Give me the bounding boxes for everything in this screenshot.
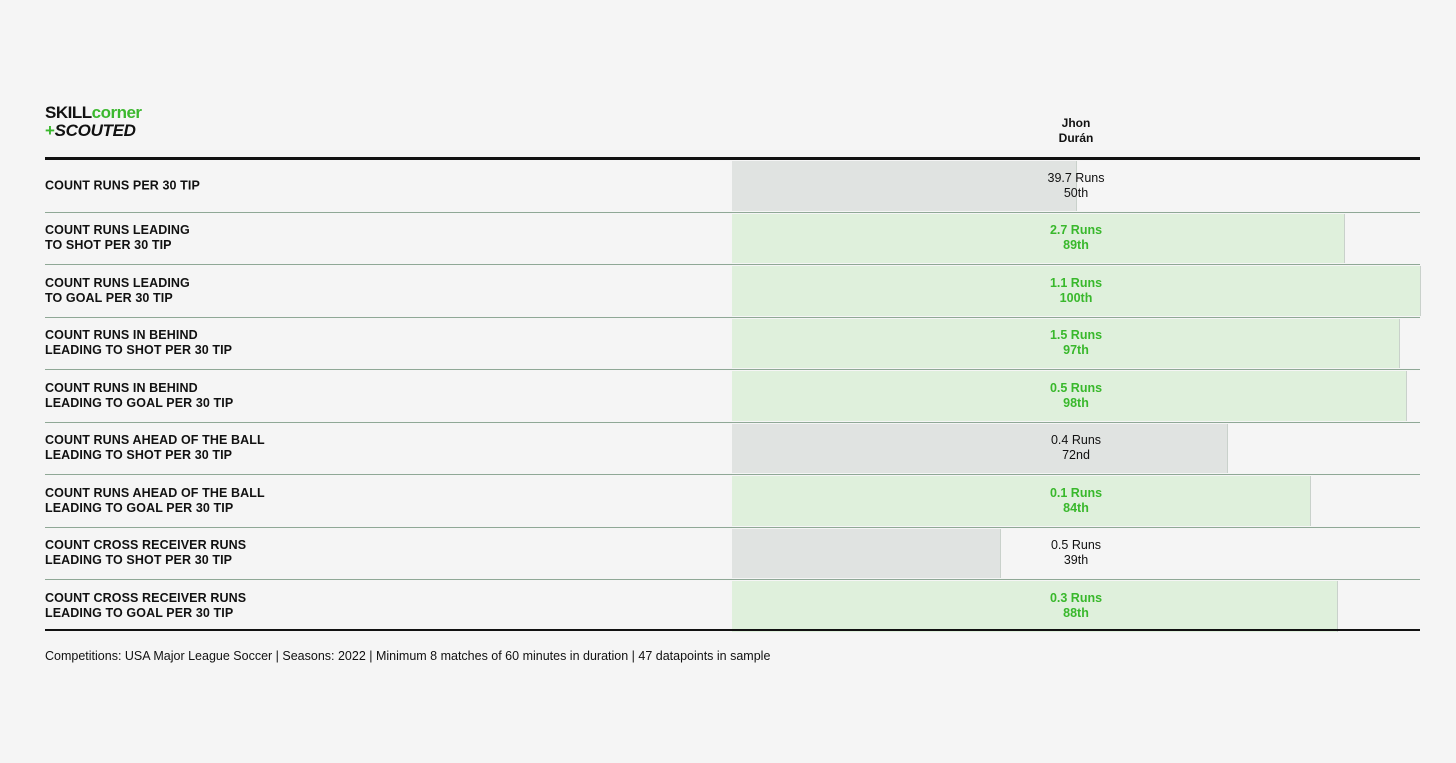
percentile-label: 89th	[1063, 238, 1089, 253]
value-label: 0.5 Runs	[1050, 538, 1102, 553]
logo-text-corner: corner	[91, 103, 142, 122]
table-row: COUNT CROSS RECEIVER RUNS LEADING TO SHO…	[45, 528, 1420, 580]
percentile-bar	[732, 213, 1346, 263]
value-label: 0.3 Runs	[1049, 591, 1103, 606]
percentile-label: 100th	[1059, 290, 1093, 305]
table-row: COUNT RUNS AHEAD OF THE BALL LEADING TO …	[45, 475, 1420, 528]
table-row: COUNT RUNS IN BEHIND LEADING TO GOAL PER…	[45, 370, 1420, 423]
metric-label: COUNT RUNS LEADING TO GOAL PER 30 TIP	[45, 275, 190, 305]
value-label: 1.5 Runs	[1049, 328, 1103, 343]
table-row: COUNT RUNS AHEAD OF THE BALL LEADING TO …	[45, 423, 1420, 475]
percentile-label: 50th	[1063, 185, 1089, 200]
percentile-bar	[732, 423, 1229, 473]
metric-label: COUNT CROSS RECEIVER RUNS LEADING TO GOA…	[45, 591, 247, 621]
percentile-bar	[732, 476, 1311, 526]
percentile-bar	[732, 318, 1401, 368]
logo-plus: +	[45, 121, 55, 140]
player-first-name: Jhon	[1061, 116, 1091, 130]
sample-footnote: Competitions: USA Major League Soccer | …	[45, 649, 771, 663]
value-label-group: 0.1 Runs 84th	[1026, 486, 1126, 516]
percentile-bar	[732, 371, 1408, 421]
value-label: 0.5 Runs	[1049, 380, 1103, 395]
value-label-group: 39.7 Runs 50th	[1026, 171, 1126, 201]
value-label-group: 1.5 Runs 97th	[1026, 328, 1126, 358]
percentile-label: 97th	[1063, 343, 1089, 358]
skillcorner-scouted-logo: SKILLcorner +SCOUTED	[45, 104, 142, 139]
metric-label: COUNT RUNS IN BEHIND LEADING TO SHOT PER…	[45, 328, 233, 358]
metric-label: COUNT RUNS IN BEHIND LEADING TO GOAL PER…	[45, 380, 234, 410]
metric-label: COUNT RUNS PER 30 TIP	[45, 178, 200, 193]
percentile-bar	[732, 528, 1002, 578]
metrics-table: COUNT RUNS PER 30 TIP 39.7 Runs 50th COUNT …	[45, 160, 1421, 633]
value-label-group: 1.1 Runs 100th	[1026, 276, 1126, 306]
value-label-group: 2.7 Runs 89th	[1026, 223, 1126, 253]
metric-label: COUNT RUNS AHEAD OF THE BALL LEADING TO …	[45, 433, 265, 463]
percentile-label: 84th	[1063, 500, 1089, 515]
logo-text-scouted: SCOUTED	[54, 121, 136, 140]
value-label: 1.1 Runs	[1049, 275, 1103, 290]
value-label: 0.4 Runs	[1050, 433, 1102, 448]
metric-label: COUNT RUNS AHEAD OF THE BALL LEADING TO …	[45, 485, 265, 515]
table-row: COUNT RUNS PER 30 TIP 39.7 Runs 50th	[45, 160, 1420, 213]
table-row: COUNT RUNS LEADING TO GOAL PER 30 TIP 1.1…	[45, 265, 1421, 318]
table-row: COUNT RUNS LEADING TO SHOT PER 30 TIP 2.7…	[45, 213, 1420, 265]
value-label-group: 0.5 Runs 39th	[1026, 538, 1126, 568]
table-row: COUNT RUNS IN BEHIND LEADING TO SHOT PER…	[45, 318, 1420, 370]
metric-label: COUNT RUNS LEADING TO SHOT PER 30 TIP	[45, 223, 190, 253]
value-label: 2.7 Runs	[1049, 223, 1103, 238]
value-label: 0.1 Runs	[1049, 485, 1103, 500]
value-label: 39.7 Runs	[1047, 170, 1105, 185]
value-label-group: 0.5 Runs 98th	[1026, 381, 1126, 411]
table-bottom-rule	[45, 629, 1420, 631]
player-last-name: Durán	[1058, 131, 1094, 145]
percentile-label: 88th	[1063, 606, 1089, 621]
percentile-bar	[732, 266, 1421, 316]
table-top-rule	[45, 157, 1420, 160]
table-row: COUNT CROSS RECEIVER RUNS LEADING TO GOA…	[45, 580, 1420, 633]
value-label-group: 0.3 Runs 88th	[1026, 591, 1126, 621]
logo-text-skill: SKILL	[45, 103, 92, 122]
metric-label: COUNT CROSS RECEIVER RUNS LEADING TO SHO…	[45, 538, 247, 568]
percentile-label: 72nd	[1062, 448, 1090, 463]
percentile-label: 98th	[1063, 395, 1089, 410]
value-label-group: 0.4 Runs 72nd	[1026, 433, 1126, 463]
percentile-label: 39th	[1063, 553, 1089, 568]
percentile-bar	[732, 161, 1077, 211]
player-name-header: Jhon Durán	[1026, 116, 1126, 146]
percentile-bar	[732, 581, 1339, 632]
